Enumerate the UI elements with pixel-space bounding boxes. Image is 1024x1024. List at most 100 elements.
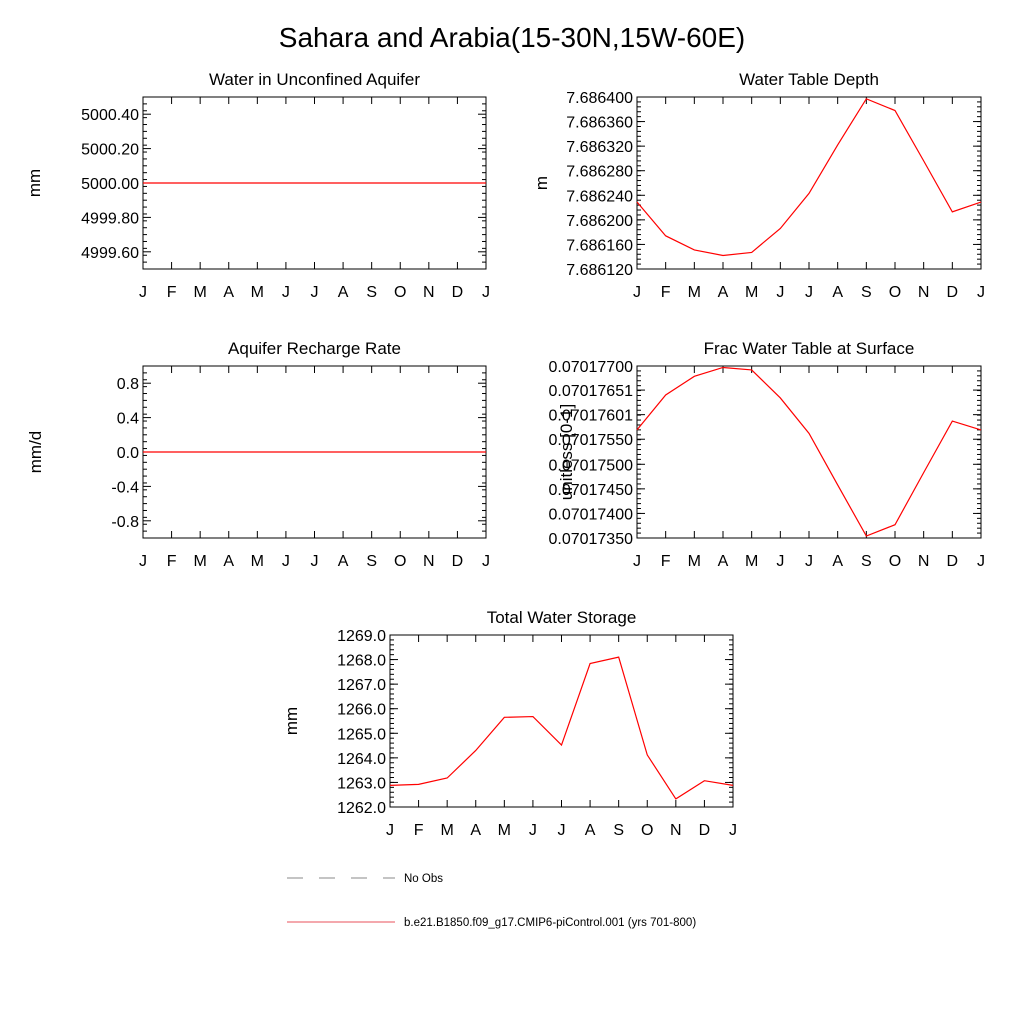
y-tick-label: 1266.0 [337,702,386,719]
series-line [636,98,982,257]
y-tick-label: 7.686120 [566,262,633,279]
x-tick-label: J [529,822,537,839]
x-tick-label: M [251,553,264,570]
x-tick-label: M [745,284,758,301]
panel-title: Water Table Depth [739,70,879,89]
y-tick-label: 1263.0 [337,775,386,792]
x-tick-label: M [498,822,511,839]
x-tick-label: N [423,553,435,570]
x-tick-label: F [167,284,177,301]
x-tick-label: N [918,284,930,301]
page-title: Sahara and Arabia(15-30N,15W-60E) [278,22,746,53]
x-tick-label: F [661,553,671,570]
x-tick-label: J [729,822,737,839]
y-axis-label: m [532,176,551,190]
x-tick-label: J [558,822,566,839]
x-tick-label: O [889,284,901,301]
x-tick-label: D [452,284,464,301]
x-tick-label: J [386,822,394,839]
y-tick-label: 0.0 [117,445,139,462]
x-tick-label: J [311,284,319,301]
y-tick-label: 7.686240 [566,188,633,205]
x-tick-label: A [223,284,234,301]
x-tick-label: O [394,553,406,570]
x-tick-label: M [194,553,207,570]
x-tick-label: M [688,553,701,570]
y-tick-label: 1262.0 [337,800,386,817]
x-tick-label: F [414,822,424,839]
y-tick-label: 0.07017350 [548,531,633,548]
x-tick-label: J [776,553,784,570]
y-tick-label: 0.07017400 [548,506,633,523]
y-tick-label: 1265.0 [337,726,386,743]
series-line [636,366,982,537]
y-tick-label: 4999.80 [81,210,139,227]
x-tick-label: A [718,553,729,570]
x-tick-label: M [745,553,758,570]
x-tick-label: N [670,822,682,839]
x-tick-label: D [699,822,711,839]
y-tick-label: 7.686400 [566,90,633,107]
x-tick-label: D [947,284,959,301]
x-tick-label: A [585,822,596,839]
legend: No Obs b.e21.B1850.f09_g17.CMIP6-piContro… [287,873,696,929]
x-tick-label: J [805,284,813,301]
x-tick-label: J [633,553,641,570]
y-tick-label: 0.07017601 [548,408,633,425]
x-tick-label: J [482,553,490,570]
panel-title: Aquifer Recharge Rate [228,339,401,358]
x-tick-label: J [282,553,290,570]
x-tick-label: J [139,284,147,301]
y-tick-label: 7.686320 [566,139,633,156]
y-tick-label: -0.4 [111,479,139,496]
x-tick-label: A [338,284,349,301]
y-tick-label: 0.4 [117,411,139,428]
y-tick-label: 1264.0 [337,751,386,768]
x-tick-label: J [282,284,290,301]
y-tick-label: 7.686160 [566,237,633,254]
x-tick-label: M [194,284,207,301]
x-tick-label: J [139,553,147,570]
y-tick-label: 0.8 [117,376,139,393]
x-tick-label: M [688,284,701,301]
plot-frame [636,365,982,539]
x-tick-label: S [366,553,377,570]
series-line [389,656,734,800]
x-tick-label: N [918,553,930,570]
panel-title: Total Water Storage [487,608,637,627]
x-tick-label: F [167,553,177,570]
y-tick-label: 1268.0 [337,653,386,670]
y-tick-label: 5000.20 [81,142,139,159]
x-tick-label: S [366,284,377,301]
x-tick-label: D [947,553,959,570]
y-axis-label: mm [282,707,301,735]
x-tick-label: A [223,553,234,570]
y-tick-label: 1269.0 [337,628,386,645]
x-tick-label: A [338,553,349,570]
y-axis-label: mm/d [26,431,45,474]
x-tick-label: S [861,553,872,570]
x-tick-label: F [661,284,671,301]
x-tick-label: J [633,284,641,301]
x-tick-label: A [470,822,481,839]
panel-title: Water in Unconfined Aquifer [209,70,420,89]
plot-frame [636,96,982,270]
y-tick-label: 0.07017700 [548,359,633,376]
y-tick-label: 4999.60 [81,245,139,262]
y-tick-label: 0.07017651 [548,383,633,400]
legend-label: b.e21.B1850.f09_g17.CMIP6-piControl.001 … [404,917,696,929]
y-tick-label: 0.07017550 [548,432,633,449]
x-tick-label: M [441,822,454,839]
y-axis-label: mm [25,169,44,197]
plot-frame [389,634,734,808]
legend-label: No Obs [404,873,443,885]
y-tick-label: 1267.0 [337,677,386,694]
x-tick-label: O [394,284,406,301]
